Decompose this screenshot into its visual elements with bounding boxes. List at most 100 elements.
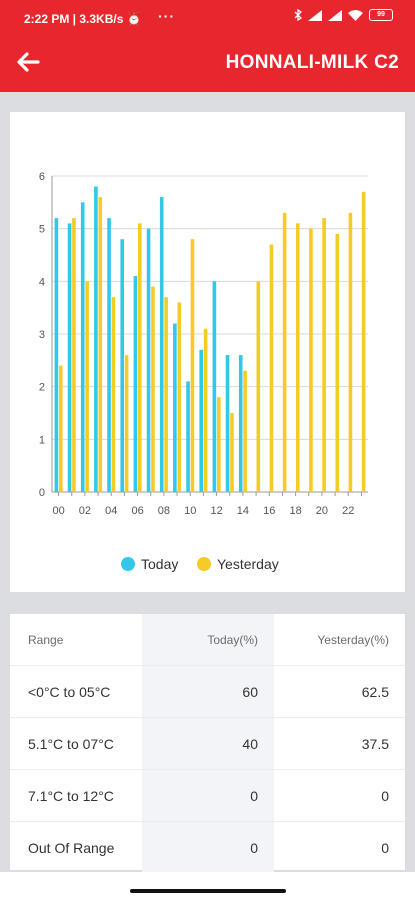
bar-yesterday-17	[282, 212, 287, 492]
bar-today-06	[133, 276, 138, 492]
bar-yesterday-20	[322, 218, 326, 492]
today-cell: 60	[142, 666, 274, 717]
range-cell: Out Of Range	[28, 839, 115, 856]
bar-today-08	[159, 197, 164, 493]
status-bar: 2:22 PM | 3.3KB/s ⏰ ··· 99	[0, 0, 415, 36]
table-header-row: Range Today(%) Yesterday(%)	[10, 614, 405, 666]
x-tick-label: 04	[105, 505, 117, 517]
yesterday-cell: 37.5	[361, 735, 389, 752]
y-tick-label: 0	[39, 487, 45, 499]
app-bar: 2:22 PM | 3.3KB/s ⏰ ··· 99 HONNALI-MILK …	[0, 0, 415, 92]
y-tick-label: 5	[39, 224, 45, 236]
bar-yesterday-18	[295, 223, 300, 492]
bar-yesterday-09	[177, 302, 182, 492]
system-nav-bar	[0, 872, 415, 900]
status-icons: 99	[294, 9, 393, 21]
signal-icon	[308, 9, 322, 21]
bar-yesterday-10	[190, 239, 195, 492]
status-time: 2:22 PM | 3.3KB/s ⏰	[24, 12, 142, 26]
bar-yesterday-06	[137, 223, 142, 492]
yesterday-cell: 0	[381, 839, 389, 856]
home-gesture-handle[interactable]	[130, 889, 286, 893]
bar-yesterday-00	[58, 365, 63, 492]
x-tick-label: 06	[131, 505, 143, 517]
legend-swatch-yesterday	[197, 557, 211, 571]
yesterday-cell: 62.5	[361, 683, 389, 700]
bar-yesterday-19	[309, 228, 313, 492]
yesterday-cell: 0	[381, 787, 389, 804]
x-tick-label: 18	[289, 505, 301, 517]
signal-icon-2	[328, 9, 342, 21]
x-tick-label: 10	[184, 505, 196, 517]
bar-yesterday-12	[216, 397, 221, 492]
x-tick-label: 22	[342, 505, 354, 517]
bar-today-00	[54, 218, 59, 492]
bar-today-10	[186, 381, 190, 492]
range-cell: <0°C to 05°C	[28, 683, 111, 700]
header-range: Range	[28, 632, 64, 647]
bar-yesterday-07	[151, 286, 155, 492]
y-tick-label: 2	[39, 382, 45, 394]
bar-yesterday-23	[361, 191, 366, 493]
bar-today-09	[173, 323, 177, 492]
range-cell: 7.1°C to 12°C	[28, 787, 114, 804]
bar-yesterday-03	[98, 197, 103, 493]
bar-yesterday-01	[72, 218, 76, 492]
x-tick-label: 14	[237, 505, 249, 517]
x-tick-label: 16	[263, 505, 275, 517]
page-title: HONNALI-MILK C2	[225, 52, 399, 73]
bar-yesterday-02	[85, 281, 89, 492]
table-row: <0°C to 05°C 60 62.5	[10, 666, 405, 718]
chart-card: 0 1 2 3 4 5 6 00 02 04 06 08 10 12 14 16 18 20 22 Today Yest…	[10, 112, 405, 592]
x-tick-label: 08	[158, 505, 170, 517]
bar-yesterday-04	[111, 297, 116, 492]
legend-label-yesterday: Yesterday	[217, 556, 279, 572]
y-tick-label: 3	[39, 329, 45, 341]
x-tick-label: 00	[52, 505, 64, 517]
bar-today-11	[199, 349, 204, 492]
bar-yesterday-16	[269, 244, 274, 492]
legend-swatch-today	[121, 557, 135, 571]
today-cell: 0	[142, 822, 274, 873]
x-tick-label: 12	[210, 505, 222, 517]
bar-today-01	[67, 223, 72, 492]
table-row: 7.1°C to 12°C 0 0	[10, 770, 405, 822]
header-today: Today(%)	[142, 614, 274, 665]
bar-yesterday-13	[230, 413, 234, 492]
table-row: 5.1°C to 07°C 40 37.5	[10, 718, 405, 770]
arrow-left-icon[interactable]	[14, 48, 42, 76]
bar-yesterday-22	[348, 212, 353, 492]
today-cell: 40	[142, 718, 274, 769]
bar-today-04	[107, 218, 111, 492]
legend-label-today: Today	[141, 556, 178, 572]
range-cell: 5.1°C to 07°C	[28, 735, 114, 752]
bar-today-02	[80, 202, 85, 492]
y-tick-label: 6	[39, 171, 45, 183]
today-cell: 0	[142, 770, 274, 821]
y-tick-label: 4	[39, 276, 45, 288]
bar-today-07	[146, 228, 151, 492]
range-table: Range Today(%) Yesterday(%) <0°C to 05°C…	[10, 614, 405, 873]
wifi-icon	[348, 9, 363, 21]
bar-today-13	[225, 355, 230, 492]
bluetooth-icon	[294, 9, 302, 21]
bar-today-12	[212, 281, 217, 492]
bar-today-03	[94, 186, 98, 492]
x-tick-label: 20	[316, 505, 328, 517]
x-tick-label: 02	[79, 505, 91, 517]
battery-icon: 99	[369, 9, 393, 21]
table-row: Out Of Range 0 0	[10, 822, 405, 873]
bar-yesterday-14	[243, 370, 247, 492]
y-tick-label: 1	[39, 434, 45, 446]
bar-yesterday-11	[203, 328, 208, 492]
range-table-card: Range Today(%) Yesterday(%) <0°C to 05°C…	[10, 614, 405, 873]
bar-today-14	[238, 355, 243, 492]
header-yesterday: Yesterday(%)	[317, 632, 389, 647]
status-notification-dots: ···	[158, 8, 175, 24]
bar-yesterday-05	[124, 355, 129, 492]
bar-yesterday-08	[164, 297, 168, 492]
bar-today-05	[120, 239, 125, 492]
bar-yesterday-15	[256, 281, 261, 492]
bar-yesterday-21	[335, 233, 340, 492]
